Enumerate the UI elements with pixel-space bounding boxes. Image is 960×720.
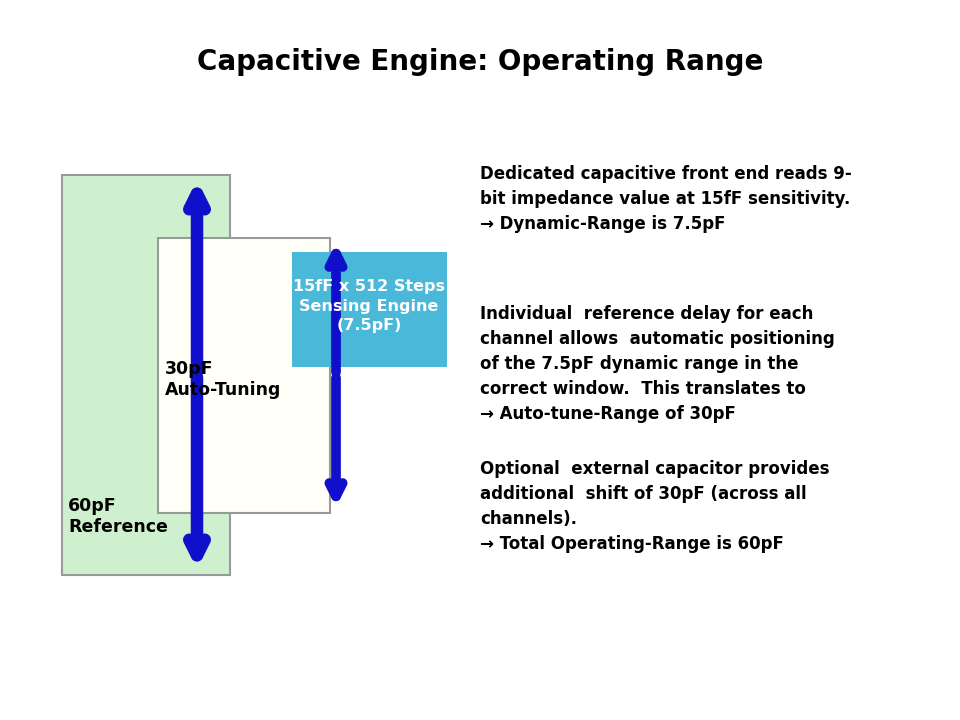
Text: 60pF
Reference: 60pF Reference bbox=[68, 497, 168, 536]
Bar bbox=[158, 238, 330, 513]
Text: 15fF x 512 Steps
Sensing Engine
(7.5pF): 15fF x 512 Steps Sensing Engine (7.5pF) bbox=[293, 279, 445, 333]
Bar bbox=[62, 175, 230, 575]
Text: Optional  external capacitor provides
additional  shift of 30pF (across all
chan: Optional external capacitor provides add… bbox=[480, 460, 829, 553]
Bar bbox=[292, 252, 447, 367]
Text: Capacitive Engine: Operating Range: Capacitive Engine: Operating Range bbox=[197, 48, 763, 76]
Text: 30pF
Auto-Tuning: 30pF Auto-Tuning bbox=[165, 360, 281, 399]
Text: Individual  reference delay for each
channel allows  automatic positioning
of th: Individual reference delay for each chan… bbox=[480, 305, 835, 423]
Text: Dedicated capacitive front end reads 9-
bit impedance value at 15fF sensitivity.: Dedicated capacitive front end reads 9- … bbox=[480, 165, 852, 233]
